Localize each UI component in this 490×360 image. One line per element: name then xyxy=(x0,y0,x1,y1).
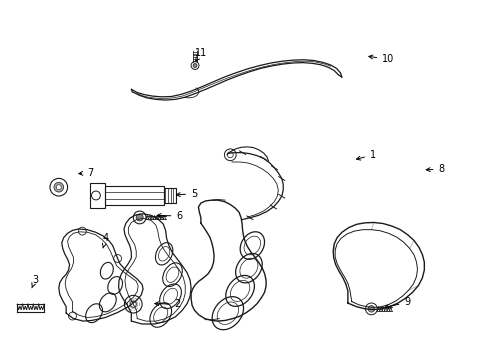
Circle shape xyxy=(127,298,139,310)
Text: 10: 10 xyxy=(369,54,394,64)
Text: 4: 4 xyxy=(102,233,109,248)
Text: 2: 2 xyxy=(155,299,180,309)
Bar xyxy=(164,188,176,203)
Circle shape xyxy=(54,183,64,192)
Circle shape xyxy=(136,214,143,221)
Circle shape xyxy=(193,64,197,67)
Circle shape xyxy=(130,301,136,307)
Text: 8: 8 xyxy=(426,164,445,174)
Circle shape xyxy=(368,306,375,312)
Text: 11: 11 xyxy=(195,48,207,61)
Text: 1: 1 xyxy=(357,150,376,160)
Bar xyxy=(90,183,105,208)
Text: 3: 3 xyxy=(32,275,38,288)
Text: 6: 6 xyxy=(157,211,183,221)
Text: 9: 9 xyxy=(385,297,411,309)
Circle shape xyxy=(56,185,61,190)
Text: 7: 7 xyxy=(79,168,94,178)
Bar xyxy=(105,186,164,205)
Text: 5: 5 xyxy=(176,189,197,199)
